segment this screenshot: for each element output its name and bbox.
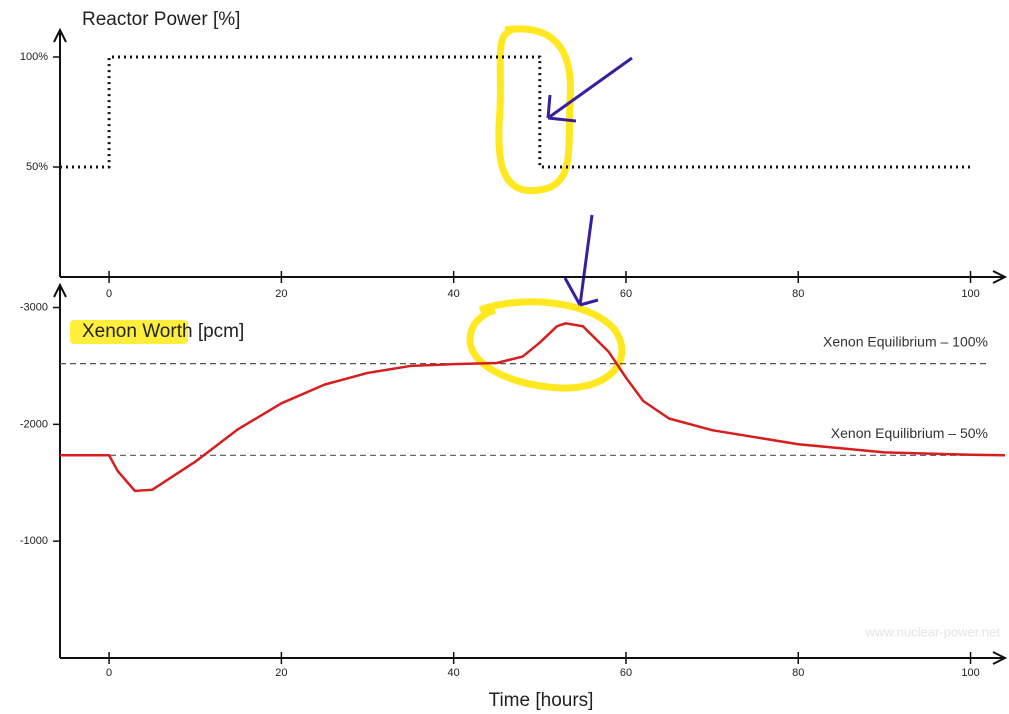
data-line [60,55,971,169]
y-tick-label: 50% [26,161,48,173]
x-tick-label: 60 [620,288,632,300]
chart-title: Xenon Worth [pcm] [82,321,244,342]
y-tick-label: -2000 [20,418,48,430]
x-tick-label: 0 [106,667,112,679]
x-tick-label: 40 [448,667,460,679]
y-tick-label: 100% [20,51,48,63]
x-tick-label: 40 [448,288,460,300]
x-tick-label: 100 [961,667,979,679]
y-tick-label: -1000 [20,535,48,547]
reference-label: Xenon Equilibrium – 50% [831,425,988,441]
x-tick-label: 20 [275,288,287,300]
x-tick-label: 20 [275,667,287,679]
source: www.nuclear-power.net [865,624,1001,639]
y-tick-label: -3000 [20,301,48,313]
chart-title: Reactor Power [%] [82,9,240,30]
arrow [563,214,599,307]
data-line [60,322,1006,493]
y-axis-arrow [53,282,67,298]
x-axis-arrow [992,270,1008,284]
x-tick-label: 60 [620,667,632,679]
highlight-circle [495,25,574,195]
x-tick-label: 80 [792,667,804,679]
highlight [70,320,188,344]
arrow [546,56,633,123]
x-axis-label: Time [hours] [489,690,594,711]
x-tick-label: 80 [792,288,804,300]
x-tick-label: 100 [961,288,979,300]
x-axis-arrow [992,651,1008,665]
x-tick-label: 0 [106,288,112,300]
highlight-circle [466,298,626,392]
reference-label: Xenon Equilibrium – 100% [823,333,988,349]
y-axis-arrow [53,27,67,43]
